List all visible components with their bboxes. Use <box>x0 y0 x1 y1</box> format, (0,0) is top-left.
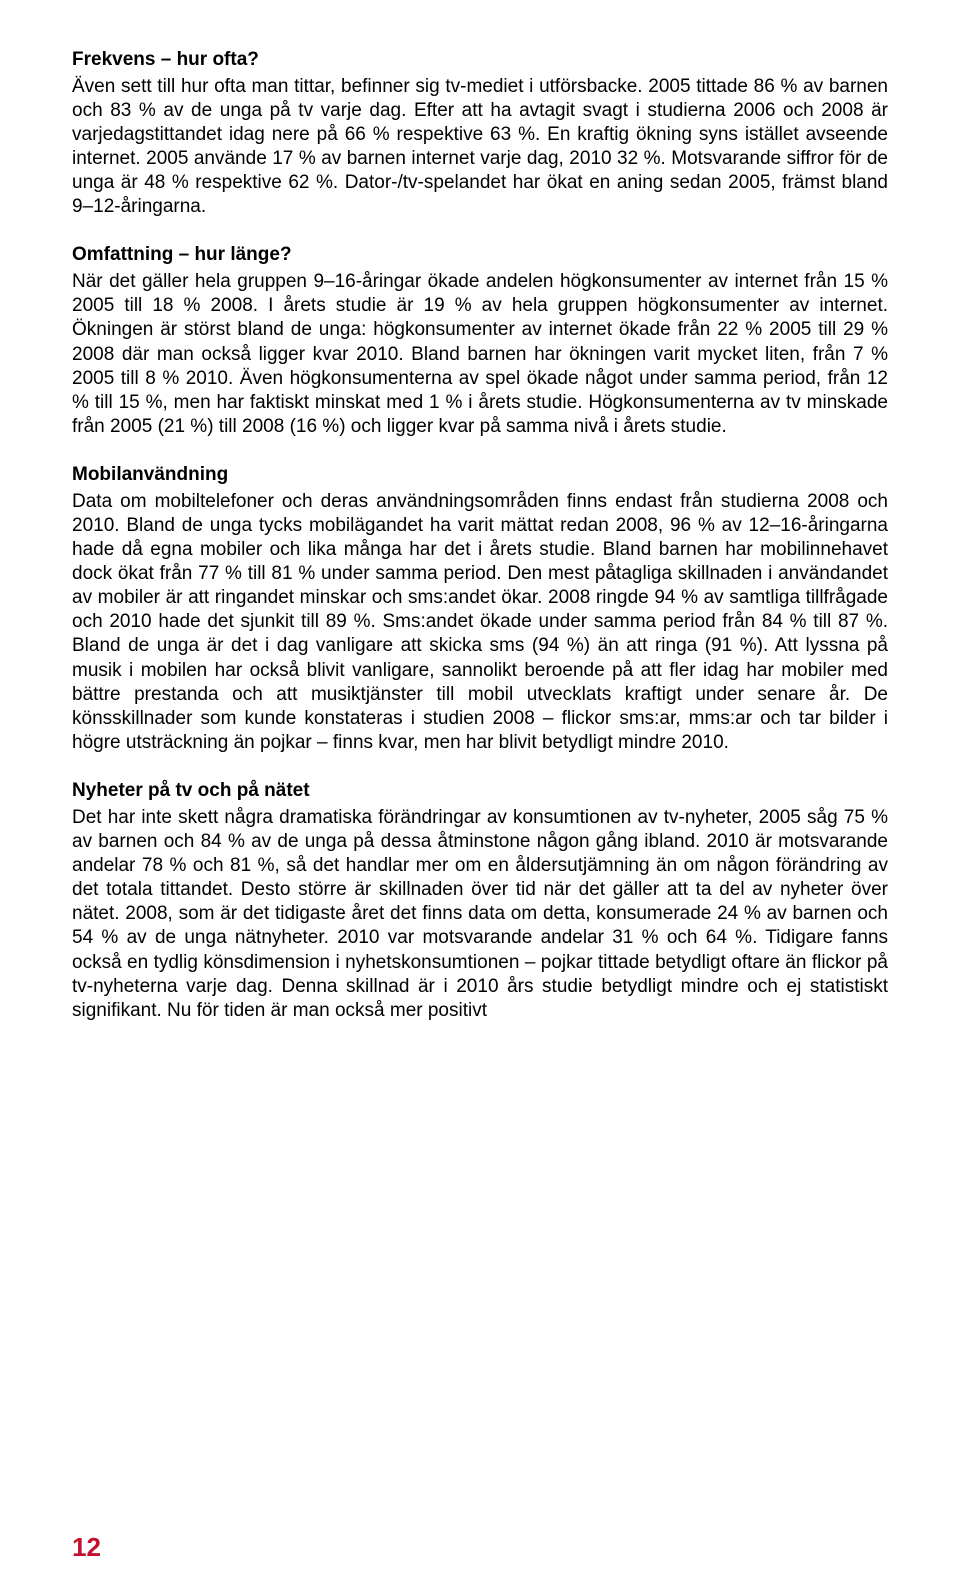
heading-nyheter: Nyheter på tv och på nätet <box>72 779 888 804</box>
heading-frekvens: Frekvens – hur ofta? <box>72 48 888 73</box>
paragraph-frekvens: Även sett till hur ofta man tittar, befi… <box>72 75 888 220</box>
paragraph-mobil: Data om mobiltelefoner och deras användn… <box>72 490 888 755</box>
paragraph-omfattning: När det gäller hela gruppen 9–16-åringar… <box>72 270 888 439</box>
page-number: 12 <box>72 1532 101 1563</box>
document-page: Frekvens – hur ofta? Även sett till hur … <box>0 0 960 1591</box>
heading-mobil: Mobilanvändning <box>72 463 888 488</box>
paragraph-nyheter: Det har inte skett några dramatiska förä… <box>72 806 888 1023</box>
heading-omfattning: Omfattning – hur länge? <box>72 243 888 268</box>
